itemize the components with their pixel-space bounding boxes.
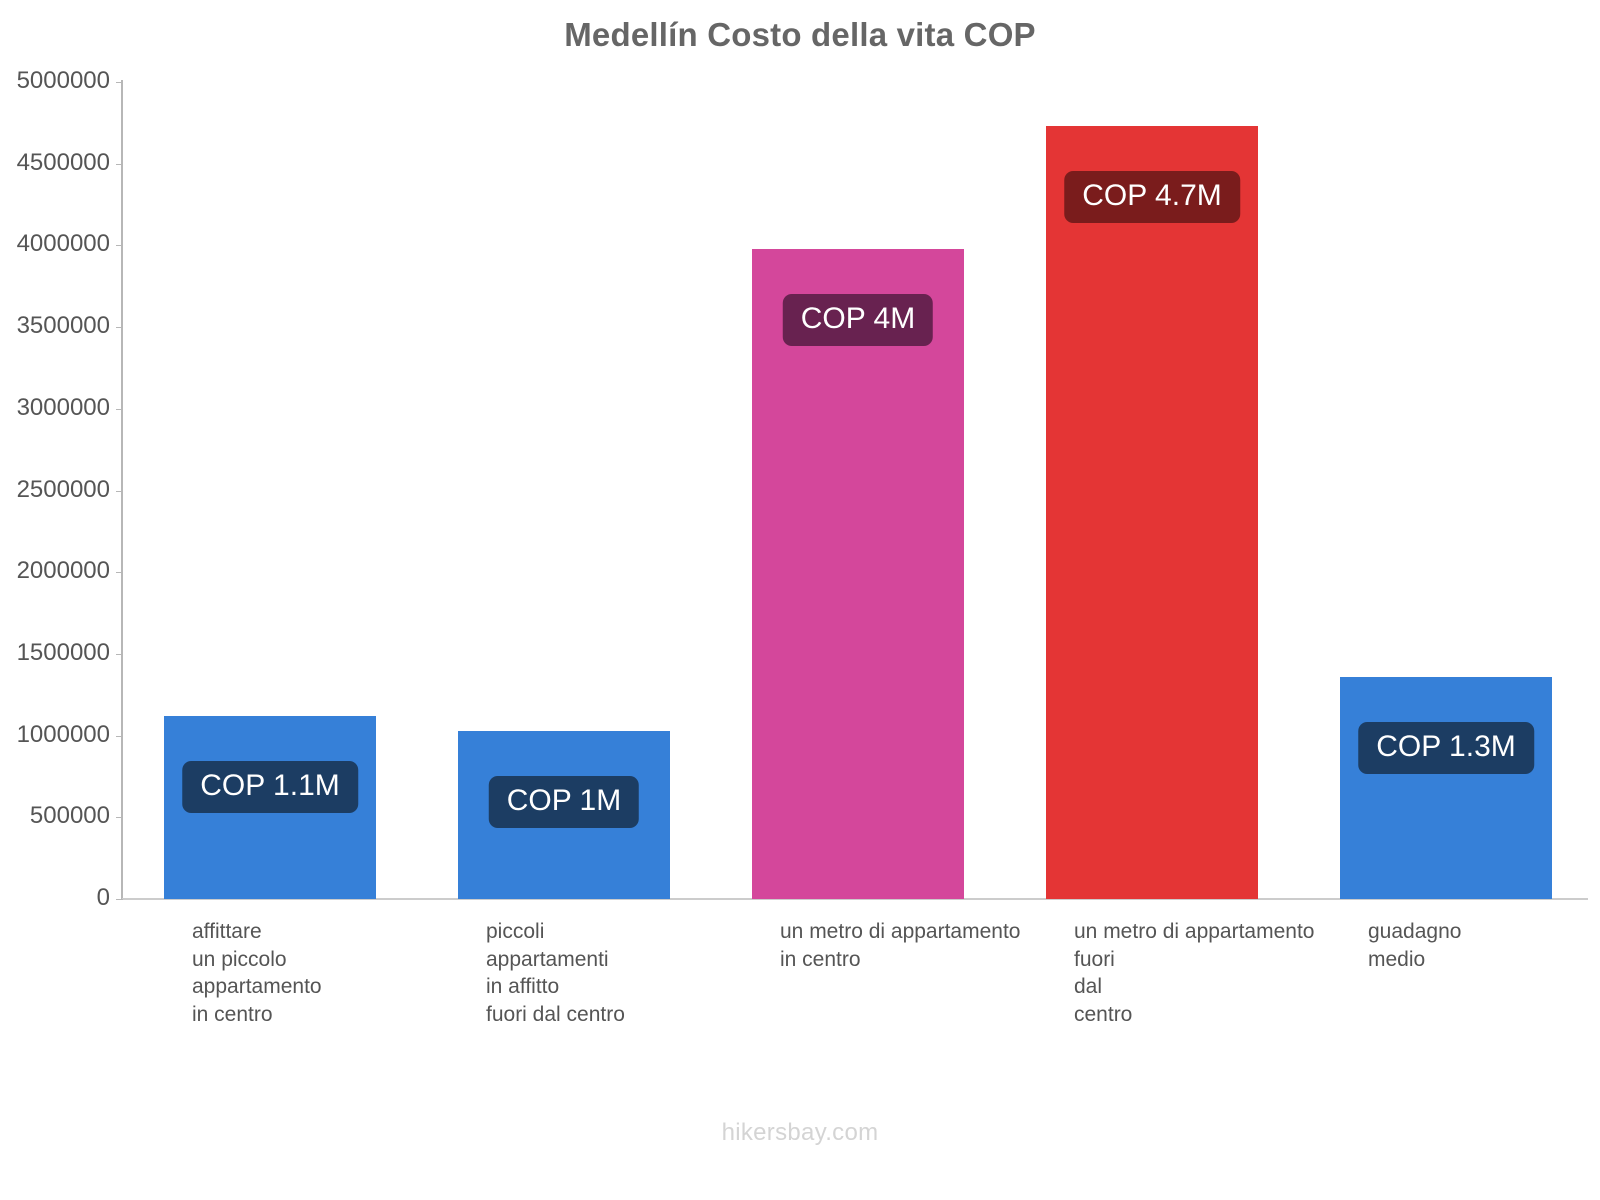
y-axis-tick-mark <box>116 735 123 737</box>
y-axis-tick-mark <box>116 490 123 492</box>
y-axis-tick-label: 3500000 <box>16 312 110 340</box>
bar-value-label: COP 1M <box>488 775 640 828</box>
y-axis-tick-label: 2500000 <box>16 475 110 503</box>
y-axis-tick-mark <box>116 572 123 574</box>
y-axis-tick-label: 0 <box>96 884 110 911</box>
bar-value-label: COP 1.3M <box>1358 721 1534 774</box>
x-axis-line <box>122 898 1588 900</box>
bar-5[interactable]: COP 1.3M <box>1340 676 1552 899</box>
x-axis-category-label-2: piccoli appartamenti in affitto fuori da… <box>486 920 625 1026</box>
y-axis-tick-label: 1000000 <box>16 720 110 748</box>
bar-value-label: COP 4M <box>782 294 934 347</box>
y-axis-line <box>121 80 123 900</box>
x-axis-category-label-4: un metro di appartamento fuori dal centr… <box>1074 920 1315 1026</box>
bar-4[interactable]: COP 4.7M <box>1046 126 1258 899</box>
y-axis-tick-label: 4000000 <box>16 230 110 258</box>
x-axis-category-label-5: guadagno medio <box>1368 920 1462 971</box>
y-axis-tick-label: 4500000 <box>16 148 110 176</box>
y-axis-tick-mark <box>116 899 123 900</box>
x-axis-category-label-1: affittare un piccolo appartamento in cen… <box>192 920 322 1026</box>
bar-value-label: COP 1.1M <box>182 760 358 813</box>
bar-2[interactable]: COP 1M <box>458 730 670 899</box>
y-axis-tick-mark <box>116 163 123 165</box>
watermark: hikersbay.com <box>721 1119 879 1146</box>
y-axis-tick-label: 3000000 <box>16 393 110 421</box>
chart-title: Medellín Costo della vita COP <box>564 16 1036 53</box>
bar-3[interactable]: COP 4M <box>752 249 964 899</box>
y-axis-tick-label: 500000 <box>29 802 110 830</box>
y-axis-tick-label: 2000000 <box>16 557 110 585</box>
y-axis-tick-mark <box>116 327 123 329</box>
y-axis-tick-mark <box>116 653 123 655</box>
y-axis-tick-label: 5000000 <box>16 67 110 94</box>
bar-value-label: COP 4.7M <box>1064 171 1240 224</box>
x-axis-category-label-3: un metro di appartamento in centro <box>780 920 1021 971</box>
y-axis-tick-mark <box>116 817 123 819</box>
bar-1[interactable]: COP 1.1M <box>164 715 376 899</box>
y-axis-tick-mark <box>116 408 123 410</box>
y-axis-tick-mark <box>116 82 123 83</box>
y-axis-tick-mark <box>116 245 123 247</box>
y-axis-tick-label: 1500000 <box>16 638 110 666</box>
